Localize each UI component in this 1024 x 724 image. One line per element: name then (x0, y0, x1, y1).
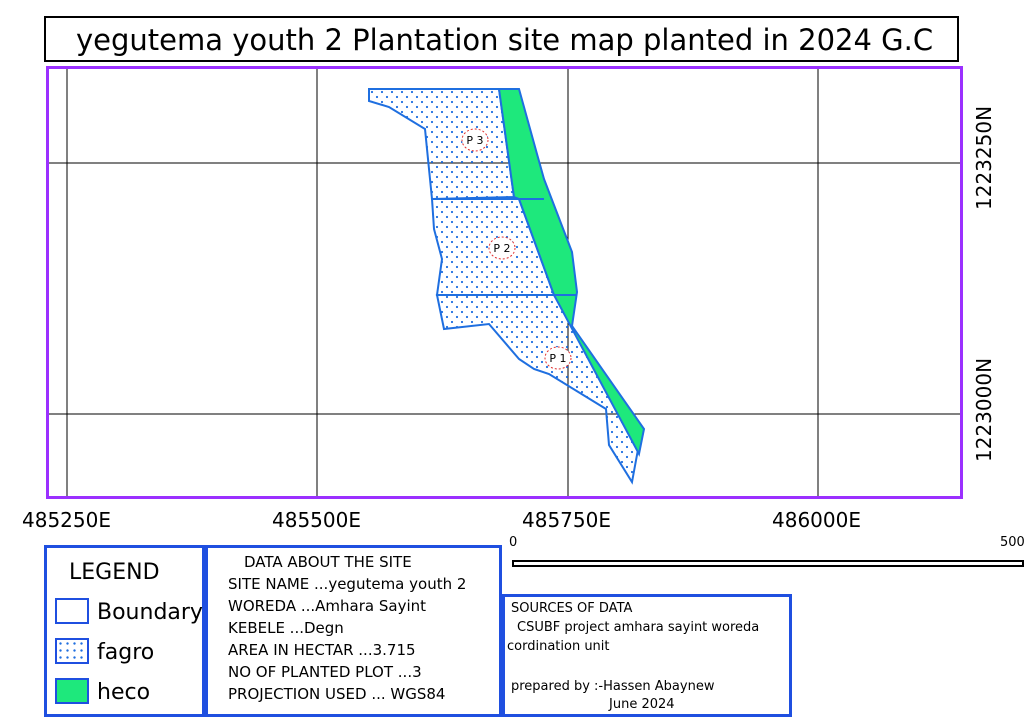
sources-line: cordination unit (507, 639, 610, 654)
fagro-area (368, 88, 641, 485)
map-title: yegutema youth 2 Plantation site map pla… (76, 23, 934, 57)
legend-panel: LEGEND Boundary fagro heco (44, 545, 205, 717)
x-tick-label: 485250E (22, 508, 111, 532)
plot-labels: P 3 P 2 P 1 (461, 128, 572, 370)
site-info-line: SITE NAME ...yegutema youth 2 (228, 575, 467, 593)
heco-swatch (55, 678, 89, 704)
plot-3-fagro (368, 88, 516, 201)
site-info-line: AREA IN HECTAR ...3.715 (228, 641, 416, 659)
fagro-swatch (55, 638, 89, 664)
y-tick-label: 1223000N (972, 357, 996, 462)
site-info-line: KEBELE ...Degn (228, 619, 344, 637)
y-tick-label: 1223250N (972, 105, 996, 210)
legend-label-fagro: fagro (97, 640, 155, 665)
site-info-line: PROJECTION USED ... WGS84 (228, 685, 446, 703)
site-info-line: NO OF PLANTED PLOT ...3 (228, 663, 422, 681)
prepared-date: June 2024 (609, 697, 675, 712)
site-info-panel: DATA ABOUT THE SITE SITE NAME ...yegutem… (205, 545, 502, 717)
legend-label-heco: heco (97, 680, 151, 705)
plot-label-p3: P 3 (466, 134, 483, 147)
sources-panel: SOURCES OF DATA CSUBF project amhara say… (502, 594, 792, 717)
boundary-swatch (55, 598, 89, 624)
x-tick-label: 485750E (522, 508, 611, 532)
plot-label-circle (544, 346, 572, 370)
plot-label-circle (461, 128, 489, 152)
plot-label-circle (488, 236, 516, 260)
legend-title: LEGEND (69, 560, 160, 585)
map-canvas: P 3 P 2 P 1 (49, 69, 960, 496)
plot-label-p1: P 1 (549, 352, 566, 365)
scale-end-label: 500 (1000, 535, 1024, 550)
site-info-heading: DATA ABOUT THE SITE (244, 553, 412, 571)
sources-line: CSUBF project amhara sayint woreda (517, 620, 760, 635)
sources-heading: SOURCES OF DATA (511, 601, 633, 616)
map-title-box: yegutema youth 2 Plantation site map pla… (44, 16, 959, 62)
plot-dividers (432, 198, 577, 296)
x-tick-label: 486000E (772, 508, 861, 532)
legend-label-boundary: Boundary (97, 600, 203, 625)
x-tick-label: 485500E (272, 508, 361, 532)
scale-bar-inner (514, 562, 1022, 565)
prepared-by: prepared by :-Hassen Abaynew (511, 679, 715, 694)
map-frame: P 3 P 2 P 1 (46, 66, 963, 499)
plot-label-p2: P 2 (493, 242, 510, 255)
site-info-line: WOREDA ...Amhara Sayint (228, 597, 427, 615)
scale-start-label: 0 (509, 535, 518, 550)
